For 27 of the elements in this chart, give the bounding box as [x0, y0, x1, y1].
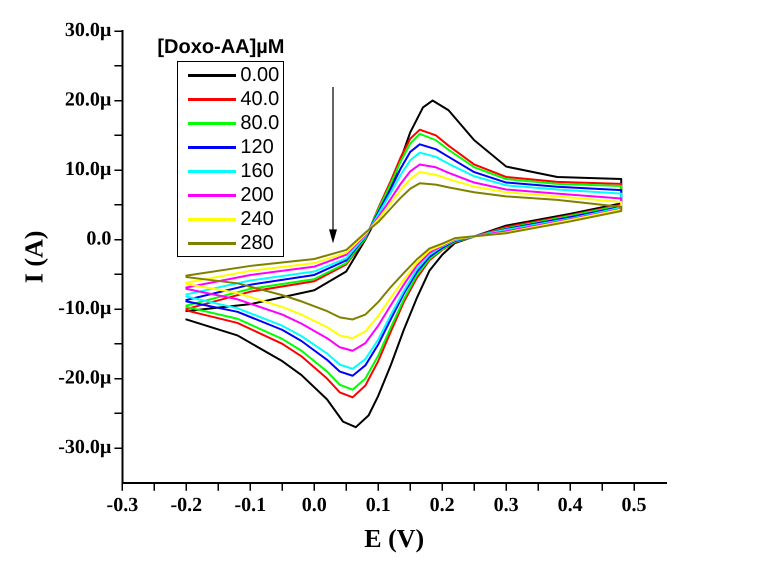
x-tick-label: 0.4	[558, 494, 583, 516]
y-tick-label: -10.0µ	[58, 297, 112, 320]
y-tick-label: -20.0µ	[58, 366, 112, 389]
x-axis-title: E (V)	[364, 524, 424, 554]
legend-title: [Doxo-AA]µM	[157, 36, 284, 59]
y-tick-label: -30.0µ	[58, 436, 112, 458]
x-tick-label: 0.1	[366, 494, 391, 516]
legend-label: 0.00	[240, 63, 280, 87]
x-tick-label: 0.2	[430, 494, 455, 516]
x-tick-label: -0.2	[170, 494, 202, 516]
legend-label: 280	[240, 231, 274, 255]
legend-label: 160	[240, 159, 274, 183]
legend-label: 120	[240, 135, 274, 159]
y-axis-title: I (A)	[19, 230, 48, 284]
y-tick-label: 30.0µ	[64, 19, 112, 42]
x-tick-label: 0.5	[622, 494, 647, 516]
legend-label: 200	[240, 183, 274, 207]
legend-label: 40.0	[240, 87, 280, 111]
x-tick-label: 0.3	[494, 494, 519, 516]
x-tick-label: 0.0	[302, 494, 327, 516]
y-tick-label: 20.0µ	[64, 88, 112, 111]
x-tick-label: -0.3	[106, 494, 138, 516]
x-tick-label: -0.1	[234, 494, 266, 516]
legend-label: 240	[240, 207, 274, 231]
legend-label: 80.0	[240, 111, 280, 135]
y-tick-label: 10.0µ	[64, 158, 112, 180]
y-tick-label: 0.0	[86, 228, 112, 250]
